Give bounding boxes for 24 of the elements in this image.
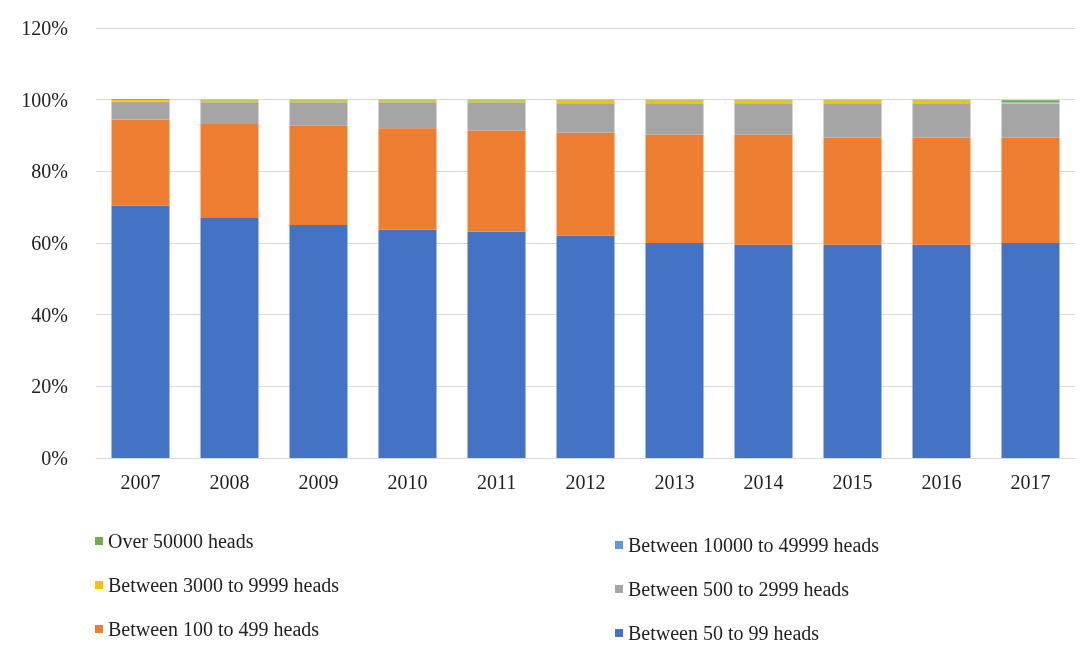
x-tick-label: 2017 (1010, 471, 1051, 493)
x-tick-label: 2011 (476, 471, 517, 493)
legend-label: Between 3000 to 9999 heads (108, 574, 340, 596)
y-tick-label: 0% (41, 447, 68, 469)
y-tick-label: 60% (31, 232, 68, 254)
x-tick-label: 2009 (298, 471, 339, 493)
y-tick-label: 80% (31, 160, 68, 183)
y-tick-label: 100% (21, 88, 68, 111)
x-tick-label: 2007 (120, 471, 161, 493)
legend-label: Between 50 to 99 heads (628, 622, 820, 644)
x-tick-label: 2012 (565, 471, 606, 493)
y-tick-label: 120% (21, 17, 68, 39)
legend-label: Between 10000 to 49999 heads (628, 534, 880, 556)
legend-label: Over 50000 heads (108, 530, 254, 552)
y-tick-label: 40% (31, 303, 68, 326)
x-tick-label: 2015 (832, 471, 873, 493)
legend-label: Between 100 to 499 heads (108, 618, 320, 640)
x-tick-label: 2008 (209, 471, 250, 493)
x-tick-label: 2013 (654, 471, 695, 493)
y-tick-label: 20% (31, 375, 68, 398)
x-tick-label: 2014 (743, 471, 784, 493)
x-tick-label: 2010 (387, 471, 428, 493)
legend-label: Between 500 to 2999 heads (628, 578, 850, 600)
x-tick-label: 2016 (921, 471, 962, 493)
